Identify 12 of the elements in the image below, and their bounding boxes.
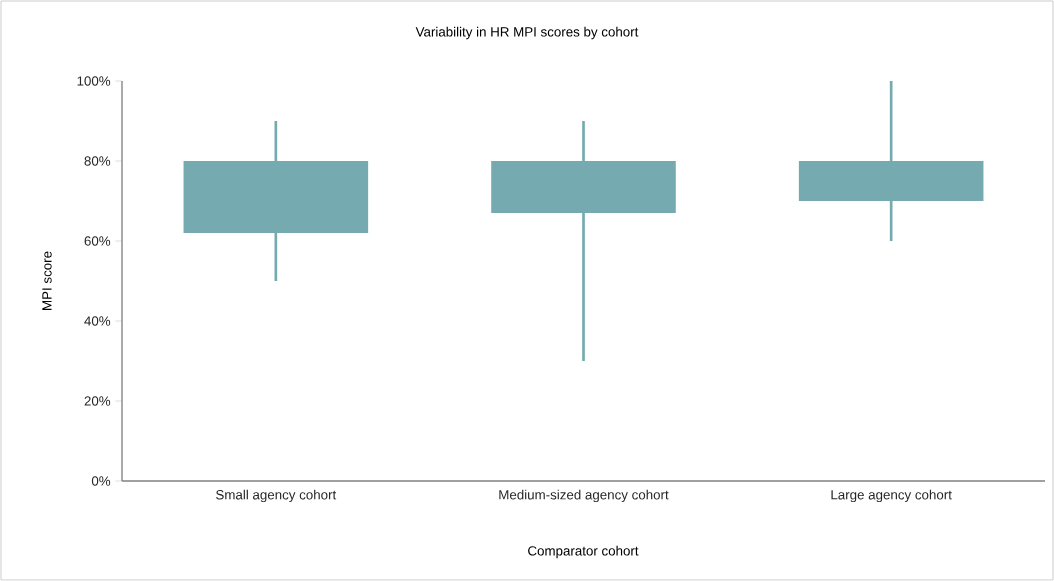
y-tick-label: 80% <box>84 156 111 166</box>
y-tick-label: 0% <box>91 476 111 486</box>
y-tick-label: 40% <box>84 316 111 326</box>
x-axis-title: Comparator cohort <box>528 545 639 559</box>
chart-title: Variability in HR MPI scores by cohort <box>415 26 639 40</box>
y-axis-title: MPI score <box>42 251 52 310</box>
y-tick-label: 100% <box>77 76 111 86</box>
y-tick-label: 20% <box>84 396 111 406</box>
x-tick-label: Medium-sized agency cohort <box>499 489 669 503</box>
y-tick-label: 60% <box>84 236 111 246</box>
x-tick-label: Large agency cohort <box>831 489 952 503</box>
x-tick-label: Small agency cohort <box>216 489 337 503</box>
